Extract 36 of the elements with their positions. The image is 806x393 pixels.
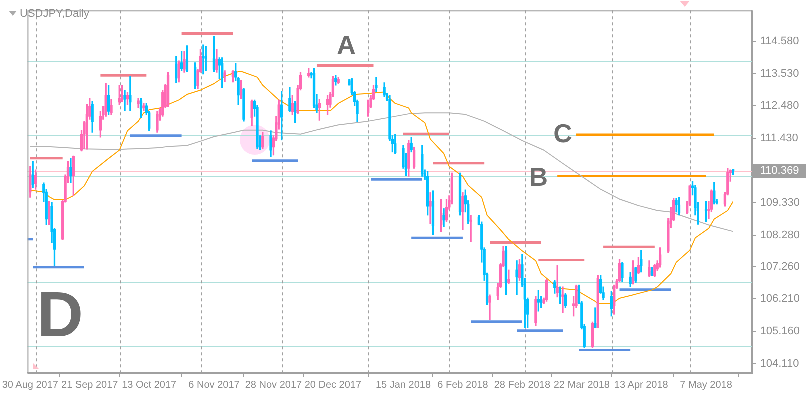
candlestick (516, 260, 518, 296)
x-tick-label: 13 Oct 2017 (122, 380, 178, 391)
candlestick (470, 215, 472, 242)
annotation: C (554, 118, 573, 148)
y-tick-label: 113.530 (760, 68, 800, 80)
candlestick (429, 192, 432, 224)
annotation: B (529, 162, 548, 192)
y-tick-label: 107.260 (760, 260, 800, 273)
candlestick (124, 90, 126, 112)
x-tick-label: 28 Nov 2017 (245, 380, 303, 391)
candlestick (375, 77, 378, 93)
candlestick (594, 308, 597, 328)
x-tick-label: 13 Apr 2018 (614, 380, 669, 391)
x-tick-label: 20 Dec 2017 (304, 380, 362, 391)
x-tick-label: 15 Jan 2018 (376, 380, 432, 391)
annotation: D (37, 278, 84, 350)
candlestick (562, 286, 564, 314)
x-tick-label: 21 Sep 2017 (62, 380, 119, 391)
x-tick-label: 6 Nov 2017 (188, 380, 240, 391)
x-tick-label: 28 Feb 2018 (494, 380, 551, 391)
y-tick-label: 109.330 (760, 197, 800, 210)
ref-line-label: 110.369 (760, 165, 800, 178)
x-tick-label: 30 Aug 2017 (2, 380, 59, 391)
x-tick-label: 22 Mar 2018 (554, 380, 610, 391)
y-tick-label: 105.160 (760, 325, 800, 338)
y-tick-label: 114.580 (760, 35, 800, 48)
x-tick-label: 7 May 2018 (680, 380, 733, 391)
candlestick (129, 76, 132, 112)
y-tick-label: 111.430 (760, 132, 798, 144)
annotation: A (337, 30, 356, 60)
y-tick-label: 112.480 (760, 100, 800, 112)
y-tick-label: 104.110 (760, 358, 800, 370)
x-tick-label: 6 Feb 2018 (438, 380, 489, 391)
y-tick-label: 106.210 (760, 293, 800, 306)
y-tick-label: 108.280 (760, 229, 800, 242)
candlestick (202, 44, 205, 75)
